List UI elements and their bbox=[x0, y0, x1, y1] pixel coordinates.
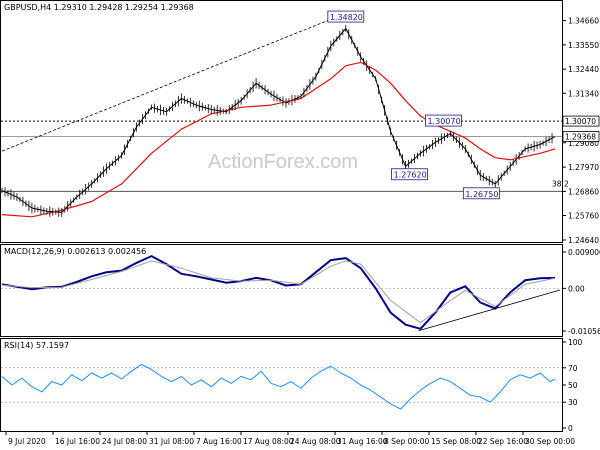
price-annotation: 1.27620 bbox=[394, 171, 427, 180]
price-panel: 1.34820 1.30070 1.27620 1.26750 38.2 bbox=[1, 10, 569, 218]
x-tick-label: 9 Jul 2020 bbox=[8, 437, 46, 446]
x-tick-label: 15 Sep 08:00 bbox=[431, 437, 481, 446]
x-tick-label: 16 Jul 16:00 bbox=[55, 437, 100, 446]
y-tick-label: 0 bbox=[568, 424, 573, 433]
y-tick-label: 70 bbox=[568, 364, 578, 373]
y-tick-label: 1.31340 bbox=[568, 89, 599, 98]
x-tick-label: 17 Aug 08:00 bbox=[243, 437, 294, 446]
rsi-header: RSI(14) 57.1597 bbox=[4, 341, 69, 350]
price-tag: 1.29368 bbox=[565, 132, 596, 141]
y-tick-label: 100 bbox=[568, 338, 583, 347]
y-tick-label: 30 bbox=[568, 398, 578, 407]
x-tick-label: 8 Sep 00:00 bbox=[384, 437, 430, 446]
y-tick-label: 1.33550 bbox=[568, 41, 599, 50]
trend-line bbox=[1, 14, 341, 152]
macd-trend-line bbox=[418, 289, 561, 332]
macd-panel bbox=[1, 255, 562, 332]
x-tick-label: 22 Sep 16:00 bbox=[478, 437, 528, 446]
x-tick-label: 31 Aug 16:00 bbox=[337, 437, 388, 446]
x-tick-label: 31 Jul 08:00 bbox=[149, 437, 194, 446]
watermark: ActionForex.com bbox=[208, 151, 358, 173]
axes: 1.34660 1.33550 1.32440 1.31340 1.30070 1.290… bbox=[5, 17, 600, 446]
y-tick-label: 0.00 bbox=[568, 284, 585, 293]
fib-label: 38.2 bbox=[552, 179, 569, 188]
price-tag-box bbox=[562, 131, 600, 142]
moving-average-line bbox=[1, 61, 556, 218]
price-annotation-box bbox=[327, 10, 365, 23]
rsi-line bbox=[1, 363, 556, 410]
macd-header: MACD(12,26,9) 0.002613 0.002456 bbox=[4, 247, 146, 256]
y-tick-label: 1.27970 bbox=[568, 163, 599, 172]
rsi-panel-frame bbox=[0, 338, 563, 432]
x-tick-label: 7 Aug 16:00 bbox=[196, 437, 242, 446]
price-annotation-box bbox=[425, 114, 462, 127]
y-tick-label: -0.010566 bbox=[568, 327, 600, 336]
macd-line bbox=[1, 255, 556, 330]
rsi-panel bbox=[1, 363, 562, 410]
price-annotation-box bbox=[391, 168, 428, 181]
price-annotation-box bbox=[462, 187, 500, 200]
price-line bbox=[1, 28, 556, 213]
y-tick-label: 1.34660 bbox=[568, 17, 599, 26]
y-tick-label: 1.32440 bbox=[568, 65, 599, 74]
signal-line bbox=[1, 260, 556, 324]
y-tick-label: 1.29080 bbox=[568, 139, 599, 148]
y-tick-label: 1.25760 bbox=[568, 211, 599, 220]
price-annotation: 1.26750 bbox=[465, 190, 498, 199]
y-tick-label: 1.24640 bbox=[568, 236, 599, 245]
x-tick-label: 24 Jul 08:00 bbox=[102, 437, 147, 446]
price-tag-box bbox=[562, 115, 600, 127]
price-annotation: 1.34820 bbox=[330, 13, 363, 22]
macd-panel-frame bbox=[0, 244, 563, 337]
price-header: GBPUSD,H4 1.29310 1.29428 1.29254 1.2936… bbox=[4, 3, 194, 12]
y-tick-label: 1.26860 bbox=[568, 187, 599, 196]
price-tag: 1.30070 bbox=[565, 117, 596, 126]
x-tick-label: 30 Sep 00:00 bbox=[525, 437, 575, 446]
y-tick-label: 50 bbox=[568, 381, 578, 390]
x-tick-label: 24 Aug 08:00 bbox=[290, 437, 341, 446]
price-annotation: 1.30070 bbox=[427, 117, 460, 126]
